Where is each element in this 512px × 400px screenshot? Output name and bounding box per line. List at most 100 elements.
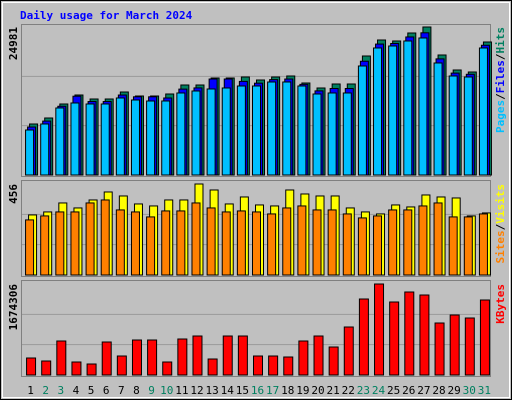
x-tick-label: 12 xyxy=(190,384,203,397)
legend: Pages/Files/Hits xyxy=(494,27,507,133)
bar xyxy=(434,322,445,376)
x-tick-label: 31 xyxy=(478,384,491,397)
legend: Sites/Visits xyxy=(494,184,507,264)
bar xyxy=(221,87,231,176)
bar xyxy=(312,93,322,176)
bar xyxy=(267,213,277,276)
bar xyxy=(464,317,475,376)
bar xyxy=(282,207,292,276)
x-tick-label: 7 xyxy=(118,384,125,397)
legend-separator: / xyxy=(494,93,507,100)
legend-separator: / xyxy=(494,223,507,230)
bar xyxy=(283,356,294,376)
x-tick-label: 27 xyxy=(417,384,430,397)
bar xyxy=(55,107,65,176)
x-tick-label: 16 xyxy=(251,384,264,397)
bar xyxy=(161,100,171,176)
x-tick-label: 25 xyxy=(387,384,400,397)
bar xyxy=(448,75,458,176)
bar xyxy=(56,340,67,376)
bar xyxy=(26,357,37,376)
x-tick-label: 15 xyxy=(236,384,249,397)
bar xyxy=(373,215,383,276)
bar xyxy=(252,85,261,176)
x-tick-label: 23 xyxy=(357,384,370,397)
bar xyxy=(463,216,473,276)
x-tick-label: 24 xyxy=(372,384,386,397)
bar xyxy=(448,216,458,276)
bar xyxy=(358,298,369,376)
bar xyxy=(71,361,82,376)
x-tick-label: 3 xyxy=(58,384,65,397)
y-tick-label: 456 xyxy=(7,184,20,204)
bar xyxy=(176,210,186,276)
bar xyxy=(298,340,309,376)
bar xyxy=(130,99,140,176)
x-tick-label: 17 xyxy=(266,384,279,397)
x-tick-label: 4 xyxy=(73,384,80,397)
bar xyxy=(297,85,307,176)
bar xyxy=(101,341,112,376)
bar xyxy=(342,92,352,176)
bar xyxy=(146,100,156,176)
bar xyxy=(252,211,261,276)
bar xyxy=(236,85,246,176)
bar xyxy=(327,92,337,176)
legend-entry: Hits xyxy=(494,27,507,54)
bar xyxy=(253,355,263,376)
x-tick-label: 30 xyxy=(463,384,476,397)
bar xyxy=(100,103,110,176)
legend: KBytes xyxy=(494,284,507,324)
bar xyxy=(116,355,127,376)
bar xyxy=(206,88,216,176)
bar xyxy=(41,360,52,376)
bar xyxy=(267,81,277,176)
x-tick-label: 6 xyxy=(103,384,110,397)
bar xyxy=(221,211,231,276)
bar xyxy=(40,123,50,176)
x-tick-label: 26 xyxy=(402,384,415,397)
bar xyxy=(191,202,201,276)
bar xyxy=(130,211,140,276)
bar xyxy=(115,97,125,176)
bar xyxy=(237,335,248,376)
bar xyxy=(433,62,443,176)
bar xyxy=(478,47,488,176)
x-tick-label: 11 xyxy=(175,384,188,397)
bar xyxy=(342,213,352,276)
bar xyxy=(479,299,490,376)
bar xyxy=(192,335,203,376)
y-tick-label: 1674306 xyxy=(7,284,20,331)
x-tick-label: 18 xyxy=(281,384,294,397)
bar xyxy=(478,213,488,276)
x-tick-label: 8 xyxy=(133,384,140,397)
bar xyxy=(86,363,97,376)
bar xyxy=(70,102,80,176)
bar xyxy=(374,283,385,376)
bar xyxy=(449,314,460,376)
bar xyxy=(162,361,173,376)
bar xyxy=(418,37,428,176)
bar xyxy=(70,211,80,276)
bar xyxy=(206,207,216,276)
y-tick-label: 24981 xyxy=(7,27,20,60)
bar xyxy=(403,209,413,276)
bar xyxy=(40,215,50,276)
bar xyxy=(25,129,35,176)
x-tick-label: 13 xyxy=(205,384,218,397)
x-tick-label: 5 xyxy=(88,384,95,397)
bar xyxy=(327,209,337,276)
bar xyxy=(282,81,292,176)
bar xyxy=(328,346,339,376)
bar xyxy=(343,326,354,376)
bar xyxy=(312,209,322,276)
bar xyxy=(418,205,428,276)
x-tick-label: 28 xyxy=(432,384,445,397)
chart-title: Daily usage for March 2024 xyxy=(20,9,193,22)
bar xyxy=(388,45,398,176)
legend-entry: Files xyxy=(494,60,507,93)
bar xyxy=(25,219,35,276)
bar xyxy=(115,209,125,276)
legend-entry: Pages xyxy=(494,100,507,133)
